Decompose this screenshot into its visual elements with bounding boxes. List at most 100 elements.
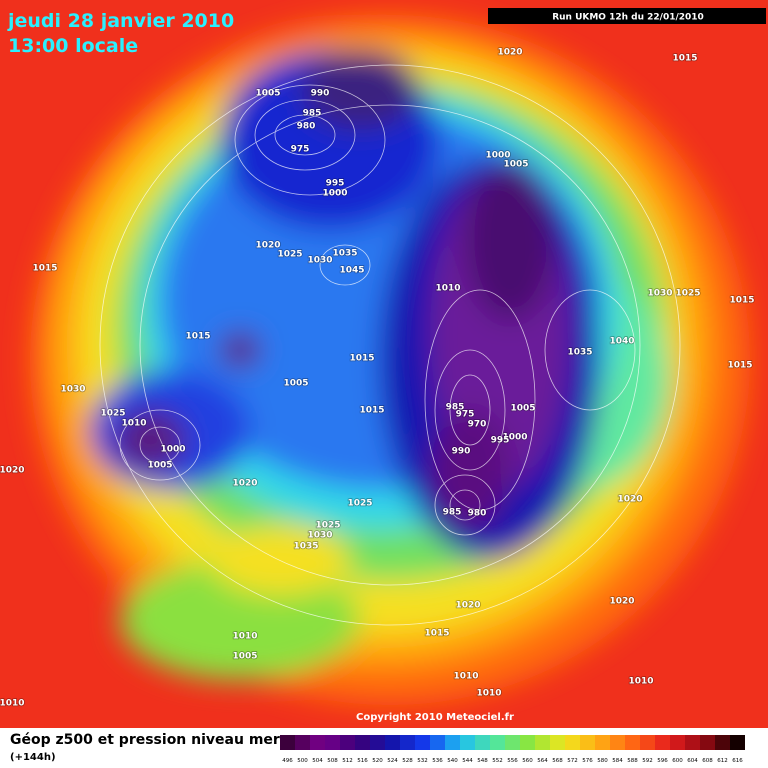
pressure-label: 1005 [503, 160, 528, 170]
scale-swatch [580, 735, 595, 750]
pressure-label: 995 [491, 436, 510, 446]
pressure-label: 1020 [497, 48, 522, 58]
pressure-label: 990 [452, 447, 471, 457]
scale-label: 520 [372, 758, 383, 764]
pressure-label: 1020 [609, 597, 634, 607]
scale-label: 524 [387, 758, 398, 764]
pressure-label: 1000 [485, 151, 510, 161]
scale-swatch [610, 735, 625, 750]
pressure-label: 985 [443, 508, 462, 518]
scale-swatch [340, 735, 355, 750]
scale-label: 556 [507, 758, 518, 764]
map-subtitle: 13:00 locale [8, 35, 138, 57]
scale-swatch [370, 735, 385, 750]
scale-swatch [460, 735, 475, 750]
scale-swatch [445, 735, 460, 750]
scale-label: 552 [492, 758, 503, 764]
pressure-label: 1005 [255, 89, 280, 99]
pressure-label: 1015 [727, 361, 752, 371]
run-info: Run UKMO 12h du 22/01/2010 [552, 13, 704, 23]
scale-label: 540 [447, 758, 458, 764]
scale-label: 600 [672, 758, 683, 764]
scale-label: 592 [642, 758, 653, 764]
scale-label: 548 [477, 758, 488, 764]
scale-swatch [595, 735, 610, 750]
legend-title: Géop z500 et pression niveau mer [10, 732, 280, 748]
geopotential-field [0, 0, 768, 728]
pressure-label: 1035 [567, 348, 592, 358]
scale-swatch [505, 735, 520, 750]
scale-label: 496 [282, 758, 293, 764]
scale-label: 608 [702, 758, 713, 764]
pressure-label: 1010 [453, 672, 478, 682]
pressure-label: 1010 [476, 689, 501, 699]
scale-swatch [325, 735, 340, 750]
pressure-label: 1015 [672, 54, 697, 64]
scale-swatch [520, 735, 535, 750]
scale-label: 560 [522, 758, 533, 764]
scale-label: 564 [537, 758, 548, 764]
scale-swatch [415, 735, 430, 750]
pressure-label: 1030 [647, 289, 672, 299]
run-box [488, 8, 766, 24]
pressure-label: 1015 [349, 354, 374, 364]
legend-subtitle: (+144h) [10, 752, 56, 763]
pressure-label: 985 [303, 109, 322, 119]
pressure-label: 1030 [307, 531, 332, 541]
pressure-label: 990 [311, 89, 330, 99]
scale-swatch [310, 735, 325, 750]
scale-label: 604 [687, 758, 698, 764]
scale-swatch [400, 735, 415, 750]
scale-swatch [730, 735, 745, 750]
scale-swatch [385, 735, 400, 750]
pressure-label: 1005 [147, 461, 172, 471]
pressure-label: 1005 [232, 652, 257, 662]
pressure-label: 985 [446, 403, 465, 413]
scale-label: 580 [597, 758, 608, 764]
pressure-label: 1030 [60, 385, 85, 395]
scale-label: 504 [312, 758, 323, 764]
scale-swatch [670, 735, 685, 750]
pressure-label: 1000 [502, 433, 527, 443]
pressure-label: 1010 [628, 677, 653, 687]
map-title: jeudi 28 janvier 2010 [7, 10, 234, 32]
pressure-label: 1015 [424, 629, 449, 639]
scale-label: 536 [432, 758, 443, 764]
scale-label: 512 [342, 758, 353, 764]
pressure-label: 1025 [100, 409, 125, 419]
pressure-label: 980 [297, 122, 316, 132]
scale-swatch [625, 735, 640, 750]
pressure-label: 1020 [617, 495, 642, 505]
scale-label: 544 [462, 758, 473, 764]
scale-swatch [295, 735, 310, 750]
pressure-label: 1025 [277, 250, 302, 260]
scale-swatch [700, 735, 715, 750]
scale-swatch [280, 735, 295, 750]
scale-swatch [430, 735, 445, 750]
scale-label: 516 [357, 758, 368, 764]
pressure-label: 1030 [307, 256, 332, 266]
pressure-label: 1025 [675, 289, 700, 299]
pressure-label: 1020 [255, 241, 280, 251]
pressure-label: 1015 [729, 296, 754, 306]
pressure-label: 1000 [160, 445, 185, 455]
pressure-label: 1015 [359, 406, 384, 416]
pressure-label: 1010 [435, 284, 460, 294]
scale-swatch [550, 735, 565, 750]
scale-label: 576 [582, 758, 593, 764]
pressure-label: 1035 [332, 249, 357, 259]
copyright: Copyright 2010 Meteociel.fr [356, 712, 514, 723]
pressure-label: 1045 [339, 266, 364, 276]
scale-label: 584 [612, 758, 623, 764]
scale-swatch [715, 735, 730, 750]
scale-label: 500 [297, 758, 308, 764]
pressure-label: 1005 [283, 379, 308, 389]
scale-label: 508 [327, 758, 338, 764]
scale-swatch [685, 735, 700, 750]
pressure-label: 970 [468, 420, 487, 430]
pressure-label: 975 [291, 145, 310, 155]
scale-label: 612 [717, 758, 728, 764]
scale-swatch [565, 735, 580, 750]
pressure-label: 1010 [0, 699, 25, 709]
pressure-label: 1020 [0, 466, 25, 476]
